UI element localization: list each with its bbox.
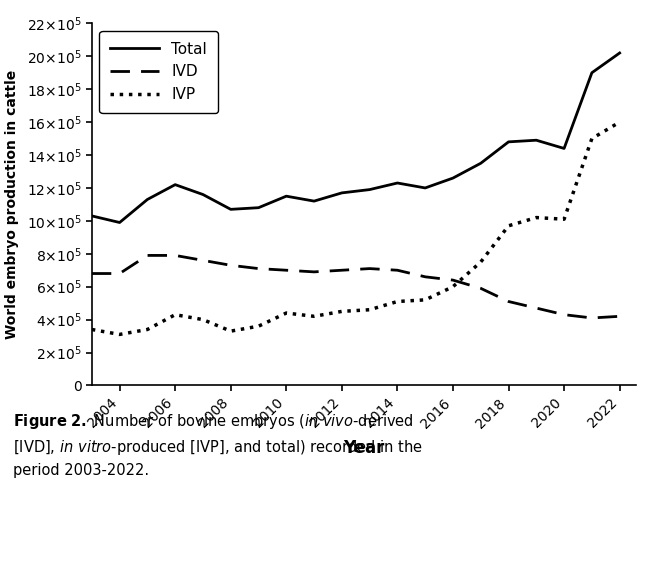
Total <box>338 189 346 196</box>
Total <box>227 206 235 213</box>
IVD <box>421 273 429 280</box>
IVP <box>533 214 541 221</box>
Total <box>199 191 207 198</box>
Total <box>394 179 401 186</box>
Total <box>171 181 179 188</box>
IVP <box>310 313 318 320</box>
Total <box>560 145 568 152</box>
IVD <box>227 262 235 269</box>
Total <box>504 138 512 145</box>
IVP <box>338 308 346 315</box>
Total <box>588 69 596 77</box>
IVD <box>199 257 207 264</box>
IVD <box>365 265 373 272</box>
Total <box>144 196 152 203</box>
IVP <box>560 215 568 223</box>
IVP <box>421 296 429 303</box>
IVP <box>199 316 207 323</box>
IVD <box>616 313 624 320</box>
IVD <box>115 270 123 277</box>
Total <box>365 186 373 193</box>
X-axis label: Year: Year <box>343 439 385 457</box>
IVD <box>88 270 96 277</box>
IVP <box>477 259 485 266</box>
IVD <box>255 265 262 272</box>
IVD <box>310 269 318 276</box>
Total <box>310 197 318 204</box>
IVD <box>144 252 152 259</box>
IVP <box>616 119 624 126</box>
IVP <box>115 331 123 338</box>
Total <box>115 219 123 226</box>
IVP <box>282 310 290 317</box>
Total <box>421 185 429 192</box>
IVD <box>504 298 512 305</box>
IVD <box>533 305 541 312</box>
IVP <box>504 223 512 230</box>
IVP <box>171 311 179 318</box>
IVD <box>588 314 596 321</box>
Total <box>616 50 624 57</box>
IVP <box>394 298 401 305</box>
Line: IVD: IVD <box>92 255 620 318</box>
IVP <box>365 306 373 313</box>
Y-axis label: World embryo production in cattle: World embryo production in cattle <box>5 69 18 339</box>
IVD <box>338 267 346 274</box>
Text: $\mathbf{Figure\ 2.}$ Number of bovine embryos ($\mathit{in\ vivo}$-derived
[IVD: $\mathbf{Figure\ 2.}$ Number of bovine e… <box>13 412 423 478</box>
IVP <box>88 326 96 333</box>
IVD <box>449 277 457 284</box>
Total <box>88 213 96 220</box>
IVP <box>144 326 152 333</box>
Total <box>282 193 290 200</box>
Total <box>449 175 457 182</box>
IVD <box>477 285 485 292</box>
Total <box>255 204 262 211</box>
Line: IVP: IVP <box>92 122 620 335</box>
IVD <box>171 252 179 259</box>
IVP <box>227 328 235 335</box>
IVP <box>449 283 457 290</box>
IVD <box>560 311 568 318</box>
Total <box>477 160 485 167</box>
IVD <box>282 267 290 274</box>
IVP <box>588 135 596 142</box>
IVD <box>394 267 401 274</box>
Legend: Total, IVD, IVP: Total, IVD, IVP <box>100 31 218 113</box>
Line: Total: Total <box>92 53 620 223</box>
IVP <box>255 323 262 330</box>
Total <box>533 137 541 144</box>
